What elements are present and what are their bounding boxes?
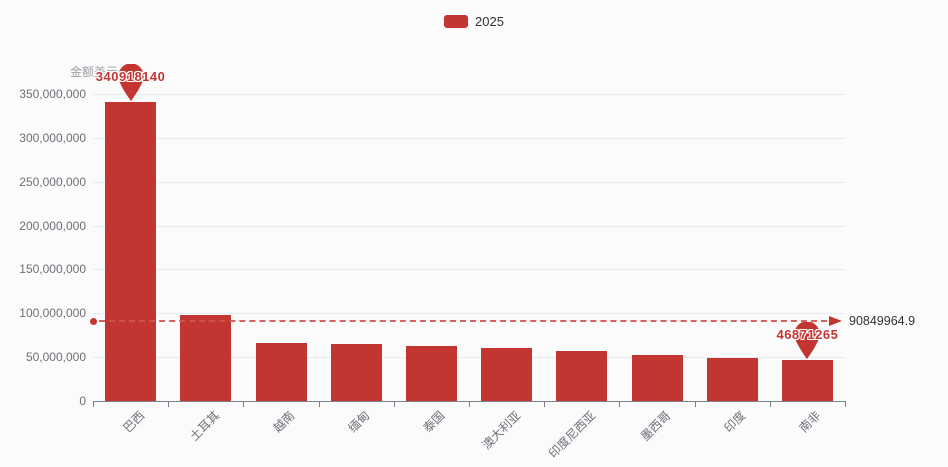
x-axis-label: 巴西: [120, 408, 147, 436]
x-axis-tick: [168, 402, 170, 407]
x-axis-line: [93, 401, 846, 402]
y-axis-label: 300,000,000: [19, 130, 86, 145]
x-axis-label: 缅甸: [345, 408, 373, 436]
x-axis-label: 越南: [270, 408, 298, 436]
mark-point-label: 340918140: [95, 68, 166, 84]
bar[interactable]: [631, 354, 683, 401]
legend-item-2025[interactable]: 2025: [0, 14, 948, 29]
y-axis-label: 0: [79, 394, 86, 408]
gridline: [93, 94, 845, 95]
x-axis-tick: [769, 402, 771, 407]
x-axis-tick: [243, 402, 245, 407]
y-axis-name: 金额美元: [70, 65, 119, 79]
bar[interactable]: [330, 343, 382, 401]
legend-label: 2025: [475, 14, 504, 29]
y-axis-label: 250,000,000: [19, 174, 86, 189]
gridline: [93, 357, 845, 359]
y-axis-label: 350,000,000: [19, 87, 86, 101]
gridline: [93, 269, 845, 271]
x-axis-tick: [544, 402, 546, 407]
bar[interactable]: [481, 348, 533, 401]
x-axis-tick: [469, 402, 470, 407]
average-line-dot: [90, 318, 97, 326]
bar[interactable]: [706, 358, 758, 401]
x-axis-label: 印度尼西亚: [545, 408, 599, 461]
x-axis-tick: [845, 402, 846, 407]
bar[interactable]: [105, 101, 157, 401]
mark-point-pin-icon[interactable]: [114, 63, 148, 102]
bar[interactable]: [781, 359, 833, 401]
gridline: [93, 313, 845, 315]
mark-point-label: 46871265: [776, 326, 839, 342]
gridline: [93, 225, 845, 227]
x-axis-label: 南非: [796, 408, 824, 436]
x-axis-label: 印度: [721, 408, 749, 436]
bar[interactable]: [255, 342, 307, 401]
x-axis-label: 墨西哥: [637, 408, 674, 444]
x-axis-tick: [318, 402, 320, 407]
gridline: [93, 181, 845, 183]
average-line-label: 90849964.9: [849, 314, 916, 329]
y-axis-label: 200,000,000: [19, 218, 86, 233]
x-axis-tick: [694, 402, 696, 407]
y-axis-label: 150,000,000: [19, 262, 86, 277]
y-axis-label: 50,000,000: [25, 350, 86, 365]
x-axis-tick: [619, 402, 621, 407]
x-axis-tick: [93, 402, 94, 407]
mark-point-pin-icon[interactable]: [790, 321, 824, 360]
bar[interactable]: [405, 345, 457, 401]
bar[interactable]: [556, 351, 608, 401]
x-axis-label: 泰国: [420, 408, 448, 436]
y-axis-label: 100,000,000: [19, 306, 86, 321]
bar[interactable]: [180, 315, 232, 401]
legend-swatch-icon: [444, 15, 469, 28]
average-line: [99, 320, 827, 323]
x-axis-label: 澳大利亚: [479, 408, 523, 453]
average-line-arrow-icon: [829, 316, 842, 327]
x-axis-tick: [393, 402, 395, 407]
gridline: [93, 137, 845, 139]
x-axis-label: 土耳其: [186, 408, 223, 444]
